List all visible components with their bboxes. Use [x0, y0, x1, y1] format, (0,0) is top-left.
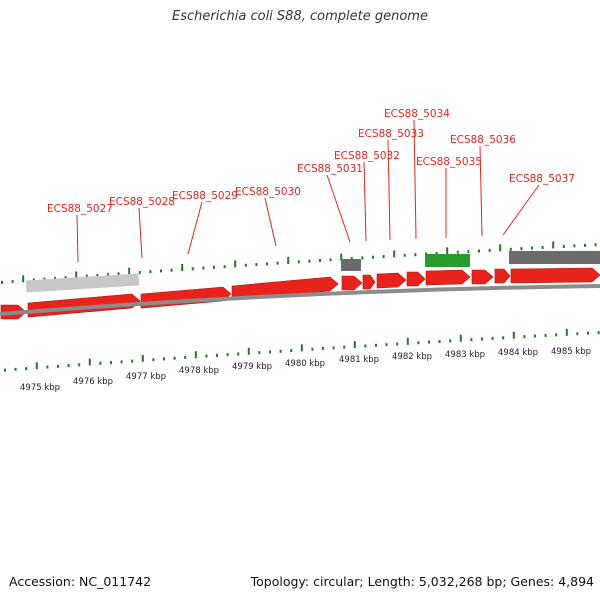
genome-title: Escherichia coli S88, complete genome	[172, 9, 428, 24]
kbp-label: 4982 kbp	[392, 352, 432, 362]
feature-gray-dark-large[interactable]	[509, 251, 600, 264]
feature-green[interactable]	[425, 254, 470, 267]
inner-tick-track	[4, 328, 600, 372]
kbp-label: 4985 kbp	[551, 347, 591, 357]
genome-summary-text: Topology: circular; Length: 5,032,268 bp…	[250, 574, 594, 589]
cds-arrow[interactable]	[471, 269, 494, 285]
gene-label-ecs88_5032[interactable]: ECS88_5032	[334, 150, 400, 162]
kbp-label: 4983 kbp	[445, 350, 485, 360]
label-connectors	[76, 119, 540, 263]
cds-arrow[interactable]	[425, 269, 471, 286]
kbp-scale-labels: 4975 kbp 4976 kbp 4977 kbp 4978 kbp 4979 kbp…	[20, 347, 591, 393]
kbp-label: 4984 kbp	[498, 348, 538, 358]
gene-label-connector	[502, 184, 540, 236]
gene-label-connector	[363, 161, 367, 242]
feature-gray-light[interactable]	[25, 273, 140, 293]
gene-label-ecs88_5036[interactable]: ECS88_5036	[450, 134, 516, 146]
kbp-label: 4977 kbp	[126, 372, 166, 382]
gene-label-connector	[138, 207, 143, 259]
gene-label-ecs88_5031[interactable]: ECS88_5031	[297, 163, 363, 175]
gene-label-connector	[326, 174, 351, 243]
kbp-label: 4976 kbp	[73, 377, 113, 387]
feature-track	[25, 251, 600, 293]
gene-label-ecs88_5037[interactable]: ECS88_5037	[509, 173, 575, 185]
kbp-label: 4979 kbp	[232, 362, 272, 372]
kbp-label: 4978 kbp	[179, 366, 219, 376]
gene-label-connector	[76, 214, 79, 263]
cds-arrow[interactable]	[510, 267, 600, 284]
gene-label-connector	[187, 201, 203, 255]
feature-gray-dark-small[interactable]	[341, 259, 361, 271]
gene-label-connector	[479, 145, 483, 237]
gene-label-ecs88_5029[interactable]: ECS88_5029	[172, 190, 238, 202]
cds-arrow[interactable]	[494, 268, 511, 284]
kbp-label: 4980 kbp	[285, 359, 325, 369]
gene-label-connector	[264, 197, 277, 247]
gene-label-connector	[387, 139, 391, 241]
kbp-label: 4981 kbp	[339, 355, 379, 365]
cds-arrow[interactable]	[341, 275, 363, 291]
cds-arrow[interactable]	[406, 271, 426, 287]
gene-label-connector	[413, 119, 417, 240]
gene-label-layer: ECS88_5027ECS88_5028ECS88_5029ECS88_5030…	[47, 108, 575, 215]
outer-tick-track	[1, 241, 597, 284]
gene-label-ecs88_5034[interactable]: ECS88_5034	[384, 108, 450, 120]
cds-arrow[interactable]	[376, 272, 407, 289]
cds-arrow[interactable]	[362, 274, 376, 290]
gene-label-ecs88_5028[interactable]: ECS88_5028	[109, 196, 175, 208]
gene-label-ecs88_5027[interactable]: ECS88_5027	[47, 203, 113, 215]
gene-label-ecs88_5030[interactable]: ECS88_5030	[235, 186, 301, 198]
gene-label-ecs88_5033[interactable]: ECS88_5033	[358, 128, 424, 140]
kbp-label: 4975 kbp	[20, 383, 60, 393]
accession-text: Accession: NC_011742	[9, 574, 152, 589]
gene-label-ecs88_5035[interactable]: ECS88_5035	[416, 156, 482, 168]
genome-backbone	[0, 284, 600, 316]
